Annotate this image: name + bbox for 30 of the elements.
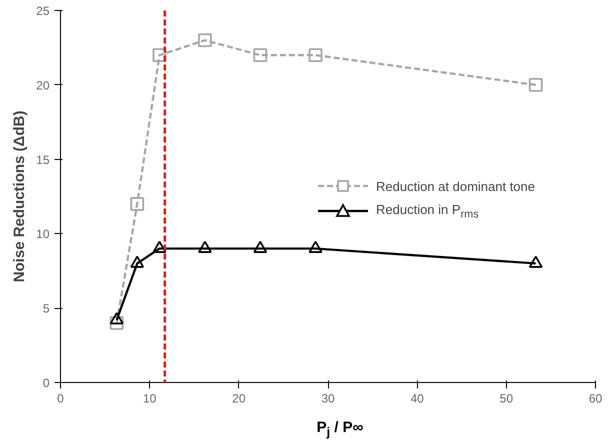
- x-tick-label: 0: [57, 392, 64, 406]
- point: [130, 256, 144, 268]
- y-tick-label: 20: [36, 78, 50, 92]
- point: [253, 240, 268, 253]
- x-tick-label: 10: [142, 392, 157, 406]
- y-tick-label: 10: [36, 227, 50, 242]
- legend-label: Reduction in P$_{rms}$: [376, 202, 479, 220]
- point: [528, 256, 543, 268]
- point: [152, 48, 166, 62]
- point: [110, 312, 124, 324]
- x-tick-label: 20: [232, 392, 246, 406]
- point: [308, 48, 322, 62]
- x-tick-label: 60: [588, 392, 602, 406]
- x-tick-label: 50: [500, 392, 514, 406]
- y-tick-label: 0: [42, 376, 50, 390]
- legend-label: Reduction at dominant tone: [376, 178, 535, 194]
- point: [253, 48, 268, 62]
- y-tick-label: 25: [36, 4, 50, 18]
- point: [198, 240, 212, 253]
- point: [308, 240, 322, 253]
- y-tick-label: 15: [36, 152, 50, 167]
- point: [152, 240, 166, 253]
- x-tick-label: 30: [321, 392, 335, 406]
- x-tick-label: 40: [410, 392, 424, 406]
- y-tick-label: 5: [42, 302, 50, 316]
- y-axis-title: Noise Reductions (ΔdB): [11, 110, 28, 282]
- point: [130, 197, 144, 211]
- point: [528, 78, 543, 92]
- x-axis-title: P$_{j}$ / P∞: [316, 418, 364, 441]
- point: [198, 33, 212, 48]
